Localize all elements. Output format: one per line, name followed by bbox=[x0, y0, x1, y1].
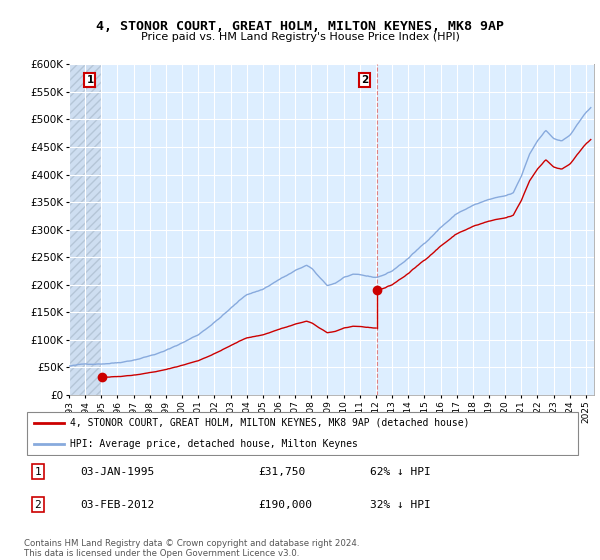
FancyBboxPatch shape bbox=[27, 412, 578, 455]
Text: 2: 2 bbox=[35, 500, 41, 510]
Text: 2: 2 bbox=[361, 75, 368, 85]
Text: £190,000: £190,000 bbox=[259, 500, 313, 510]
Text: 1: 1 bbox=[35, 467, 41, 477]
Polygon shape bbox=[69, 64, 102, 395]
Text: Price paid vs. HM Land Registry's House Price Index (HPI): Price paid vs. HM Land Registry's House … bbox=[140, 32, 460, 42]
Text: 03-FEB-2012: 03-FEB-2012 bbox=[80, 500, 154, 510]
Text: 4, STONOR COURT, GREAT HOLM, MILTON KEYNES, MK8 9AP (detached house): 4, STONOR COURT, GREAT HOLM, MILTON KEYN… bbox=[70, 418, 469, 428]
Text: 03-JAN-1995: 03-JAN-1995 bbox=[80, 467, 154, 477]
Text: £31,750: £31,750 bbox=[259, 467, 305, 477]
Text: 1: 1 bbox=[86, 75, 94, 85]
Text: 62% ↓ HPI: 62% ↓ HPI bbox=[370, 467, 431, 477]
Text: This data is licensed under the Open Government Licence v3.0.: This data is licensed under the Open Gov… bbox=[24, 549, 299, 558]
Text: HPI: Average price, detached house, Milton Keynes: HPI: Average price, detached house, Milt… bbox=[70, 439, 358, 449]
Text: 4, STONOR COURT, GREAT HOLM, MILTON KEYNES, MK8 9AP: 4, STONOR COURT, GREAT HOLM, MILTON KEYN… bbox=[96, 20, 504, 32]
Text: 32% ↓ HPI: 32% ↓ HPI bbox=[370, 500, 431, 510]
Text: Contains HM Land Registry data © Crown copyright and database right 2024.: Contains HM Land Registry data © Crown c… bbox=[24, 539, 359, 548]
